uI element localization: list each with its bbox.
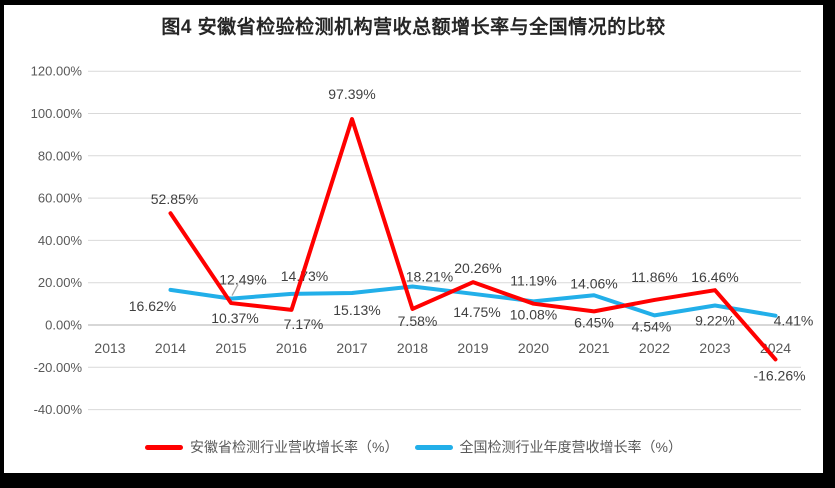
data-label: 6.45% (574, 314, 614, 330)
chart-title: 图4 安徽省检验检测机构营收总额增长率与全国情况的比较 (161, 17, 666, 38)
legend-label-anhui: 安徽省检测行业营收增长率（%） (190, 439, 399, 455)
series-line-anhui (168, 117, 778, 362)
label-leader-line (231, 284, 239, 296)
x-axis-tick-label: 2018 (397, 340, 428, 356)
data-label: 14.73% (281, 268, 328, 284)
legend: 安徽省检测行业营收增长率（%） 全国检测行业年度营收增长率（%） (4, 437, 823, 457)
x-axis-tick-label: 2020 (518, 340, 549, 356)
y-axis-tick-label: -20.00% (34, 360, 83, 375)
x-axis-tick-label: 2019 (457, 340, 488, 356)
data-label: 12.49% (219, 272, 266, 288)
y-axis-tick-label: 40.00% (38, 233, 83, 248)
y-axis-tick-label: 60.00% (38, 191, 83, 206)
data-label: 10.37% (211, 310, 258, 326)
data-label: -16.26% (753, 367, 805, 383)
chart-canvas: 图4 安徽省检验检测机构营收总额增长率与全国情况的比较 120.00% 100.0… (4, 5, 823, 473)
x-axis-tick-label: 2014 (155, 340, 186, 356)
data-label: 11.86% (631, 269, 677, 285)
data-label: 4.41% (774, 313, 814, 329)
data-label: 7.17% (284, 316, 324, 332)
legend-label-national: 全国检测行业年度营收增长率（%） (459, 439, 682, 455)
legend-swatch-anhui-line (145, 444, 184, 450)
x-axis-tick-label: 2015 (215, 340, 246, 356)
data-label: 97.39% (328, 86, 375, 102)
y-axis-tick-label: 120.00% (31, 64, 83, 79)
data-label: 16.62% (129, 298, 176, 314)
y-axis-tick-label: 100.00% (31, 106, 83, 121)
legend-item-national: 全国检测行业年度营收增长率（%） (414, 437, 682, 457)
data-label: 14.06% (570, 275, 617, 291)
x-axis-tick-label: 2023 (699, 340, 730, 356)
y-axis-tick-label: -40.00% (34, 402, 83, 415)
legend-item-anhui: 安徽省检测行业营收增长率（%） (145, 437, 399, 457)
legend-swatch-national-line (414, 444, 453, 450)
x-axis-tick-label: 2016 (276, 340, 307, 356)
y-axis-tick-label: 80.00% (38, 148, 83, 163)
data-label: 16.46% (691, 269, 738, 285)
y-axis-tick-label: 20.00% (38, 275, 83, 290)
x-axis-tick-label: 2022 (639, 340, 670, 356)
x-axis-tick-label: 2013 (94, 340, 125, 356)
data-label: 18.21% (406, 268, 453, 284)
data-label: 9.22% (695, 312, 735, 328)
plot-area: 120.00% 100.00% 80.00% 60.00% 40.00% 20.00% 0.… (31, 64, 814, 415)
data-label: 7.58% (398, 313, 438, 329)
data-label: 20.26% (454, 260, 501, 276)
x-axis-tick-label: 2021 (578, 340, 609, 356)
data-label: 14.75% (453, 304, 500, 320)
data-label: 52.85% (151, 191, 198, 207)
data-label: 10.08% (510, 307, 557, 323)
x-axis-tick-label: 2017 (336, 340, 367, 356)
series-line-national (168, 284, 778, 318)
y-axis-tick-label: 0.00% (45, 318, 82, 333)
data-label: 4.54% (632, 318, 672, 334)
data-label: 11.19% (510, 272, 556, 288)
data-label: 15.13% (333, 302, 380, 318)
